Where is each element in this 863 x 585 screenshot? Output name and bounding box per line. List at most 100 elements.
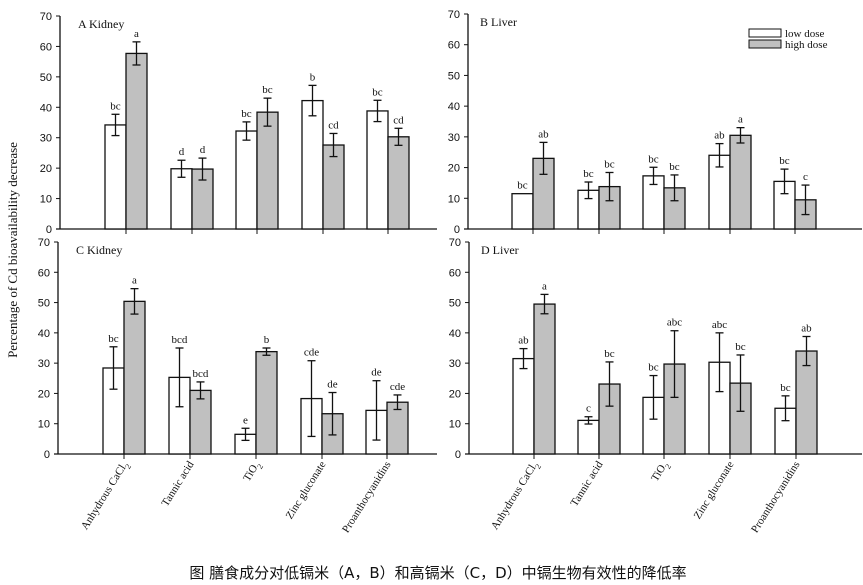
y-tick-label: 40	[38, 328, 50, 340]
y-tick-label: 20	[38, 388, 50, 400]
bar-low-dose	[366, 110, 389, 230]
category-label: Anhydrous CaCl2	[79, 459, 133, 533]
legend-label: low dose	[785, 28, 825, 40]
significance-letter: cd	[393, 114, 404, 126]
y-tick-label: 10	[449, 419, 461, 431]
significance-letter: bc	[648, 362, 659, 374]
category-label: Tannic acid	[568, 459, 605, 509]
significance-letter: bc	[241, 108, 252, 120]
bar-high-dose	[533, 303, 556, 455]
significance-letter: bc	[669, 161, 680, 173]
y-tick-label: 10	[448, 193, 460, 205]
y-tick-label: 0	[454, 224, 460, 236]
significance-letter: c	[803, 171, 808, 183]
y-tick-label: 60	[38, 267, 50, 279]
panel-a: 0 10 20 30 40 50 60 70 A Kidney bc d bc b bc a d bc cd cd	[40, 11, 437, 236]
significance-letter: bc	[648, 153, 659, 165]
bar-high-dose	[125, 52, 148, 230]
y-tick-label: 0	[44, 449, 50, 461]
significance-letter: ab	[714, 130, 725, 142]
legend-swatch-high	[748, 39, 782, 49]
category-label: Zinc gluconate	[692, 459, 737, 521]
bar-high-dose	[123, 300, 146, 455]
y-axis-label: Percentage of Cd bioavailability decreas…	[5, 142, 20, 358]
significance-letter: bc	[735, 341, 746, 353]
y-tick-label: 70	[38, 237, 50, 249]
significance-letter: bc	[108, 333, 119, 345]
bar-low-dose	[511, 193, 534, 230]
y-tick-label: 70	[448, 9, 460, 21]
bar-low-dose	[301, 99, 324, 230]
significance-letter: bcd	[193, 368, 209, 380]
bar-low-dose	[512, 357, 535, 455]
bar-high-dose	[729, 134, 752, 230]
y-tick-label: 50	[38, 298, 50, 310]
significance-letter: cde	[390, 381, 405, 393]
significance-letter: cde	[304, 347, 319, 359]
y-tick-label: 10	[38, 419, 50, 431]
significance-letter: abc	[712, 319, 727, 331]
y-tick-label: 70	[40, 11, 52, 23]
bar-high-dose	[387, 136, 410, 230]
y-tick-label: 30	[40, 133, 52, 145]
panel-title: A Kidney	[78, 17, 124, 31]
significance-letter: b	[264, 334, 270, 346]
significance-letter: bc	[604, 348, 615, 360]
y-tick-label: 60	[448, 40, 460, 52]
y-tick-label: 30	[449, 358, 461, 370]
significance-letter: a	[132, 275, 137, 287]
significance-letter: ab	[801, 322, 812, 334]
category-label: Anhydrous CaCl2	[489, 459, 543, 533]
category-label: Tannic acid	[159, 459, 196, 509]
significance-letter: ab	[518, 335, 529, 347]
y-tick-label: 10	[40, 194, 52, 206]
significance-letter: a	[542, 280, 547, 292]
significance-letter: bc	[583, 168, 594, 180]
category-label: Proanthocyanidins	[749, 459, 803, 535]
panel-title: D Liver	[481, 243, 519, 257]
significance-letter: bc	[779, 155, 790, 167]
significance-letter: ab	[538, 128, 549, 140]
significance-letter: bc	[604, 158, 615, 170]
y-tick-label: 0	[46, 224, 52, 236]
y-tick-label: 50	[448, 70, 460, 82]
significance-letter: cd	[328, 119, 339, 131]
category-label: Zinc gluconate	[284, 459, 329, 521]
y-tick-label: 50	[449, 298, 461, 310]
y-tick-label: 30	[448, 132, 460, 144]
y-tick-label: 70	[449, 237, 461, 249]
significance-letter: bc	[372, 86, 383, 98]
y-tick-label: 20	[449, 388, 461, 400]
significance-letter: bc	[517, 180, 528, 192]
significance-letter: bcd	[172, 334, 188, 346]
significance-letter: abc	[667, 317, 682, 329]
category-label: TiO2	[649, 459, 673, 485]
y-tick-label: 50	[40, 72, 52, 84]
significance-letter: de	[371, 367, 382, 379]
bar-low-dose	[104, 124, 127, 230]
significance-letter: de	[327, 379, 338, 391]
significance-letter: d	[200, 144, 206, 156]
y-tick-label: 60	[449, 267, 461, 279]
y-tick-label: 0	[455, 449, 461, 461]
significance-letter: d	[179, 146, 185, 158]
significance-letter: b	[310, 71, 316, 83]
significance-letter: a	[738, 114, 743, 126]
bar-high-dose	[189, 389, 212, 455]
y-tick-label: 60	[40, 41, 52, 53]
significance-letter: bc	[780, 382, 791, 394]
significance-letter: c	[586, 403, 591, 415]
category-label: TiO2	[241, 459, 265, 485]
y-tick-label: 20	[40, 163, 52, 175]
bar-high-dose	[255, 350, 278, 455]
y-tick-label: 40	[40, 102, 52, 114]
category-label: Proanthocyanidins	[340, 459, 394, 535]
panel-title: C Kidney	[76, 243, 122, 257]
significance-letter: a	[134, 28, 139, 40]
bar-high-dose	[322, 144, 345, 230]
